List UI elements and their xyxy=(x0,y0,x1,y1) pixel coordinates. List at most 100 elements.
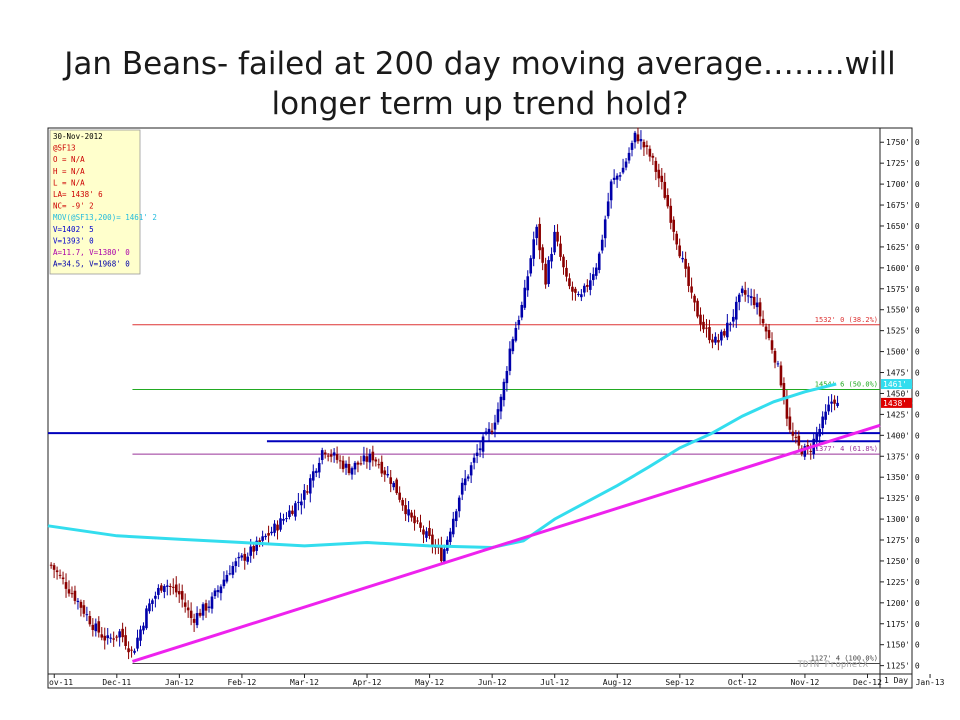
moving-average-line xyxy=(47,382,837,550)
x-axis: ov-11 Dec-11 Jan-12 Feb-12 Mar-12 Apr-12 May-1… xyxy=(49,674,945,687)
price-bar-body xyxy=(97,621,101,633)
price-bar-body xyxy=(347,463,351,474)
price-bar-body xyxy=(49,564,53,566)
price-bar-body xyxy=(228,573,232,575)
info-line: V=1402' 5 xyxy=(53,225,94,234)
price-bar-body xyxy=(541,247,544,263)
x-tick-label: Feb-12 xyxy=(227,678,256,687)
price-bar-body xyxy=(88,616,92,625)
price-bar-body xyxy=(79,601,83,608)
info-line: MOV(@SF13,200)= 1461' 2 xyxy=(53,213,157,222)
price-bar-body xyxy=(708,327,711,341)
price-bar-body xyxy=(475,452,479,457)
reference-lines: 1532' 0 (38.2%) 1454' 6 (50.0%) 1377' 4 (6… xyxy=(48,316,880,665)
price-bar-body xyxy=(472,457,476,463)
price-bar-body xyxy=(448,531,452,543)
info-box: 30-Nov-2012 @SF13 O = N/A H = N/A L = N/A LA=… xyxy=(49,129,157,275)
chart-frame xyxy=(47,127,913,689)
price-bar-body xyxy=(684,258,687,269)
price-bar-body xyxy=(344,463,348,468)
price-bar-body xyxy=(252,546,255,552)
price-bar-body xyxy=(273,523,276,533)
y-axis: 1750' 0 1725' 0 1700' 0 1675' 0 1650' 0 1625'… xyxy=(880,138,920,671)
timeframe-label: 1 Day xyxy=(884,676,908,685)
price-bar-body xyxy=(651,155,655,158)
price-bar-body xyxy=(678,245,681,257)
x-tick-label: Jul-12 xyxy=(540,678,569,687)
price-bar-body xyxy=(785,396,789,419)
price-bar-body xyxy=(493,422,497,430)
y-tick-label: 1600' 0 xyxy=(886,264,920,273)
price-bar-body xyxy=(711,339,714,343)
price-bar-body xyxy=(186,607,190,611)
info-box-lines: 30-Nov-2012 @SF13 O = N/A H = N/A L = N/A LA=… xyxy=(53,132,157,269)
price-bar-body xyxy=(255,540,258,551)
price-bar-body xyxy=(547,260,550,285)
price-bar-body xyxy=(654,160,658,172)
price-bar-body xyxy=(124,635,127,646)
price-bar-body xyxy=(633,132,637,143)
price-bar-body xyxy=(729,323,732,325)
info-line: NC= -9' 2 xyxy=(53,202,94,211)
y-tick-label: 1675' 0 xyxy=(886,201,920,210)
price-bar-body xyxy=(136,637,139,649)
y-tick-label: 1125' 0 xyxy=(886,662,920,671)
price-bar-body xyxy=(773,350,777,363)
y-tick-label: 1350' 0 xyxy=(886,473,920,482)
y-tick-label: 1300' 0 xyxy=(886,515,920,524)
price-bar-body xyxy=(764,326,768,332)
price-bar-body xyxy=(612,177,616,180)
price-bar-body xyxy=(428,528,431,536)
price-bar-body xyxy=(734,301,738,320)
price-bar-body xyxy=(100,634,104,638)
price-bar-body xyxy=(413,515,416,524)
price-bar-body xyxy=(130,649,133,651)
price-bar-body xyxy=(505,371,509,384)
price-bar-body xyxy=(386,474,390,476)
price-bar-body xyxy=(422,529,425,535)
price-bar-body xyxy=(532,239,536,259)
price-bar-body xyxy=(824,411,827,420)
y-tick-label: 1475' 0 xyxy=(886,369,920,378)
price-bar-body xyxy=(586,284,589,287)
price-bar-body xyxy=(311,471,315,481)
price-bar-body xyxy=(770,340,774,350)
price-bar-body xyxy=(398,492,401,500)
price-bar-body xyxy=(291,510,294,514)
price-bar-body xyxy=(377,464,381,466)
y-tick-label: 1225' 0 xyxy=(886,578,920,587)
x-tick-label: Jun-12 xyxy=(478,678,507,687)
price-bar-body xyxy=(326,455,330,457)
price-bar-body xyxy=(267,533,270,536)
price-bar-body xyxy=(517,319,521,325)
price-bar-body xyxy=(222,579,226,587)
price-bar-body xyxy=(761,318,765,324)
price-bar-body xyxy=(85,614,89,616)
price-bar-body xyxy=(148,603,151,612)
y-tick-label: 1200' 0 xyxy=(886,599,920,608)
price-bar-body xyxy=(508,348,512,371)
y-tick-label: 1250' 0 xyxy=(886,557,920,566)
price-bar-body xyxy=(681,257,684,260)
x-tick-label: Oct-12 xyxy=(728,678,757,687)
price-bar-body xyxy=(359,463,363,465)
price-bar-body xyxy=(425,531,428,538)
price-bar-body xyxy=(440,545,443,562)
price-bar-body xyxy=(571,286,574,292)
price-tag-box xyxy=(881,379,912,390)
price-bar-body xyxy=(240,555,244,558)
price-bar-body xyxy=(297,501,300,503)
price-bar-body xyxy=(249,546,253,556)
price-bar-body xyxy=(717,339,720,343)
price-bar-body xyxy=(463,478,467,486)
price-bar-body xyxy=(511,339,515,352)
price-bar-body xyxy=(740,288,744,293)
y-tick-label: 1500' 0 xyxy=(886,348,920,357)
slide-title-line-1: Jan Beans- failed at 200 day moving aver… xyxy=(64,46,896,82)
price-bar-body xyxy=(499,396,503,412)
trend-line xyxy=(131,423,881,663)
price-bar-body xyxy=(183,602,187,607)
price-bar-body xyxy=(580,294,583,298)
price-bar-body xyxy=(705,327,708,329)
slide-title: Jan Beans- failed at 200 day moving aver… xyxy=(0,44,960,124)
